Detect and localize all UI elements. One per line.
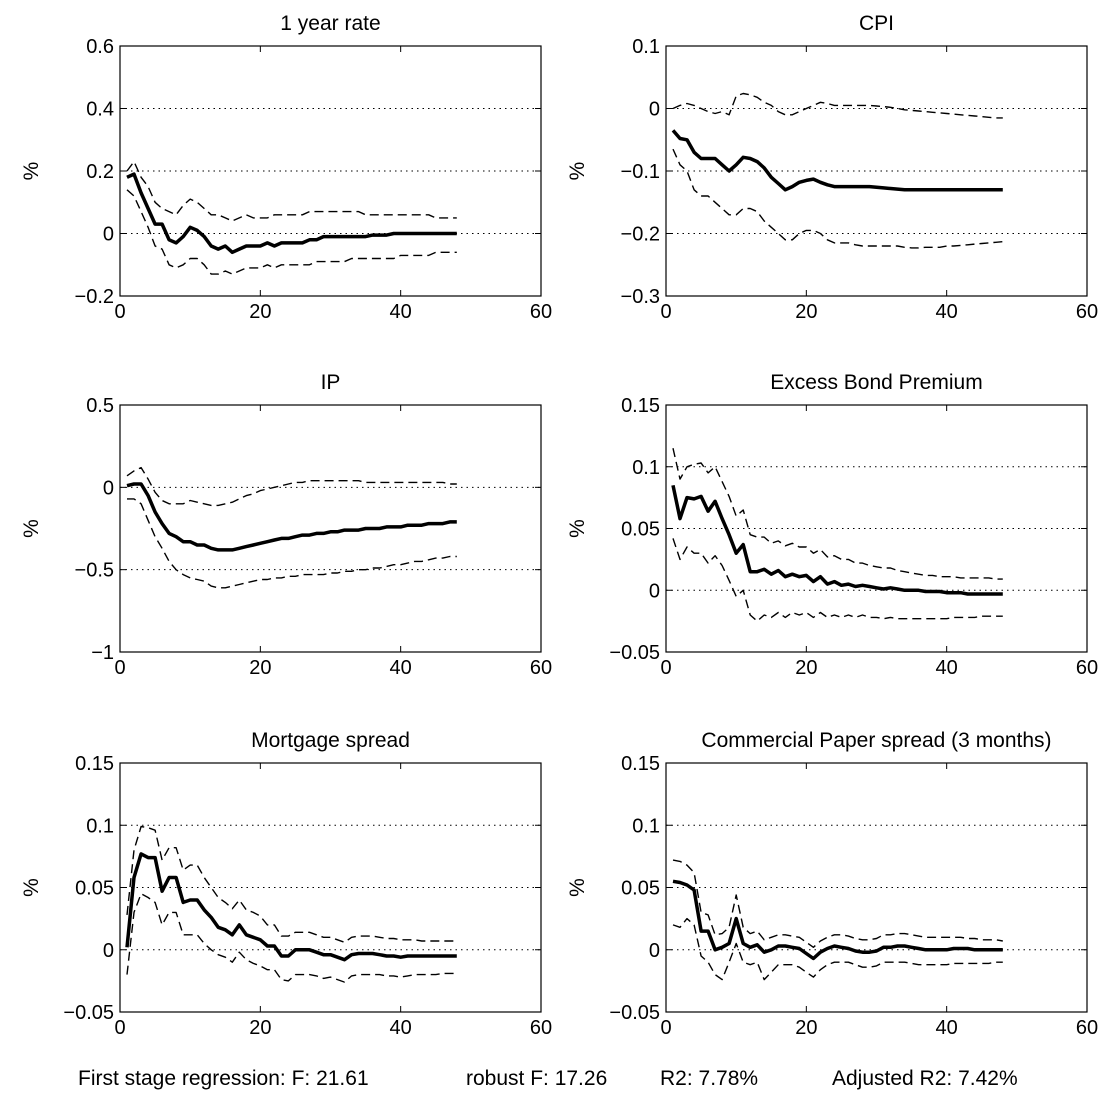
footer-first-stage: First stage regression: F: 21.61 xyxy=(78,1067,369,1090)
y-tick-label: −0.3 xyxy=(621,286,660,308)
x-tick-label: 40 xyxy=(390,301,412,323)
footer-r2: R2: 7.78% xyxy=(660,1067,758,1090)
series-line-lower-band xyxy=(126,189,457,275)
axes-box xyxy=(119,404,542,653)
y-tick-label: −0.05 xyxy=(63,1002,114,1024)
y-tick-label: 0.5 xyxy=(86,395,114,417)
x-tick-label: 0 xyxy=(114,657,125,679)
series-line-estimate xyxy=(126,172,457,255)
y-tick-label: 0.15 xyxy=(621,395,660,417)
chart-title: IP xyxy=(321,371,341,394)
chart-title: Excess Bond Premium xyxy=(770,371,982,394)
y-tick-label: 0.15 xyxy=(75,753,114,775)
series-line-estimate xyxy=(126,482,457,552)
y-tick-label: 0 xyxy=(649,580,660,602)
x-tick-label: 40 xyxy=(390,1017,412,1039)
x-tick-label: 40 xyxy=(936,301,958,323)
series-line-upper-band xyxy=(672,448,1003,580)
x-tick-label: 20 xyxy=(249,301,271,323)
x-tick-label: 40 xyxy=(390,657,412,679)
x-tick-label: 60 xyxy=(1076,301,1098,323)
y-tick-label: 0.1 xyxy=(632,815,660,837)
x-tick-label: 0 xyxy=(114,301,125,323)
footer: First stage regression: F: 21.61 robust … xyxy=(78,1067,1018,1090)
y-tick-label: 0 xyxy=(103,940,114,962)
series-line-upper-band xyxy=(126,466,457,507)
series-line-lower-band xyxy=(672,148,1003,249)
series-line-lower-band xyxy=(672,538,1003,622)
y-tick-label: −0.2 xyxy=(621,224,660,246)
y-axis-label: % xyxy=(566,878,589,897)
chart-panel-2: −0.3 −0.2 −0.1 0 0.1 0 20 40 60 CPI% xyxy=(566,12,1098,323)
chart-title: 1 year rate xyxy=(280,12,380,35)
x-tick-label: 60 xyxy=(1076,657,1098,679)
x-tick-label: 20 xyxy=(249,1017,271,1039)
x-tick-label: 40 xyxy=(936,657,958,679)
series-line-estimate xyxy=(672,879,1003,961)
panels: −0.200.20.40.60 20 40 601 year rate%−0.3−0.… xyxy=(20,12,1098,1039)
y-axis-label: % xyxy=(566,162,589,181)
series-line-lower-band xyxy=(127,498,457,589)
x-tick-label: 0 xyxy=(660,301,671,323)
x-tick-label: 60 xyxy=(530,1017,552,1039)
y-tick-label: 0.2 xyxy=(86,161,114,183)
y-tick-label: −0.05 xyxy=(609,1002,660,1024)
y-tick-label: 0.1 xyxy=(86,815,114,837)
series-line-upper-band xyxy=(126,160,457,222)
series-line-upper-band xyxy=(672,92,1003,119)
x-tick-label: 60 xyxy=(1076,1017,1098,1039)
chart-title: CPI xyxy=(859,12,894,35)
series-line-estimate xyxy=(671,129,1003,192)
y-tick-label: −0.2 xyxy=(75,286,114,308)
y-tick-label: 0.05 xyxy=(621,878,660,900)
footer-adjusted-r2: Adjusted R2: 7.42% xyxy=(832,1067,1018,1090)
x-tick-label: 40 xyxy=(936,1017,958,1039)
series-line-upper-band xyxy=(672,859,1003,948)
x-tick-label: 60 xyxy=(530,657,552,679)
chart-panel-3: −1 −0.5 0 0.5 0 20 40 60 IP% xyxy=(20,371,552,679)
series-line-lower-band xyxy=(126,893,457,983)
x-tick-label: 20 xyxy=(795,301,817,323)
x-tick-label: 0 xyxy=(660,1017,671,1039)
series-line-upper-band xyxy=(126,825,457,943)
chart-panel-1: −0.200.20.40.60 20 40 601 year rate% xyxy=(20,12,552,323)
y-tick-label: 0 xyxy=(103,224,114,246)
y-tick-label: 0 xyxy=(103,477,114,499)
y-tick-label: 0.1 xyxy=(632,457,660,479)
y-axis-label: % xyxy=(20,162,43,181)
y-axis-label: % xyxy=(566,519,589,538)
y-tick-label: 0 xyxy=(649,940,660,962)
y-tick-label: 0.6 xyxy=(86,36,114,58)
y-tick-label: −1 xyxy=(91,642,114,664)
chart-title: Mortgage spread xyxy=(251,729,410,752)
x-tick-label: 0 xyxy=(660,657,671,679)
y-tick-label: 0.15 xyxy=(621,753,660,775)
y-tick-label: −0.5 xyxy=(75,560,114,582)
series-line-lower-band xyxy=(672,917,1003,981)
footer-robust-f: robust F: 17.26 xyxy=(466,1067,607,1090)
y-tick-label: 0.4 xyxy=(86,99,114,121)
x-tick-label: 60 xyxy=(530,301,552,323)
chart-title: Commercial Paper spread (3 months) xyxy=(701,729,1051,752)
y-axis-label: % xyxy=(20,878,43,897)
y-tick-label: 0.05 xyxy=(75,878,114,900)
y-axis-label: % xyxy=(20,519,43,538)
series-line-estimate xyxy=(671,484,1003,596)
x-tick-label: 0 xyxy=(114,1017,125,1039)
y-tick-label: 0.05 xyxy=(621,519,660,541)
x-tick-label: 20 xyxy=(795,1017,817,1039)
x-tick-label: 20 xyxy=(249,657,271,679)
x-tick-label: 20 xyxy=(795,657,817,679)
y-tick-label: 0.1 xyxy=(632,36,660,58)
y-tick-label: −0.05 xyxy=(609,642,660,664)
y-tick-label: 0 xyxy=(649,99,660,121)
series-line-estimate xyxy=(125,852,457,962)
y-tick-label: −0.1 xyxy=(621,161,660,183)
